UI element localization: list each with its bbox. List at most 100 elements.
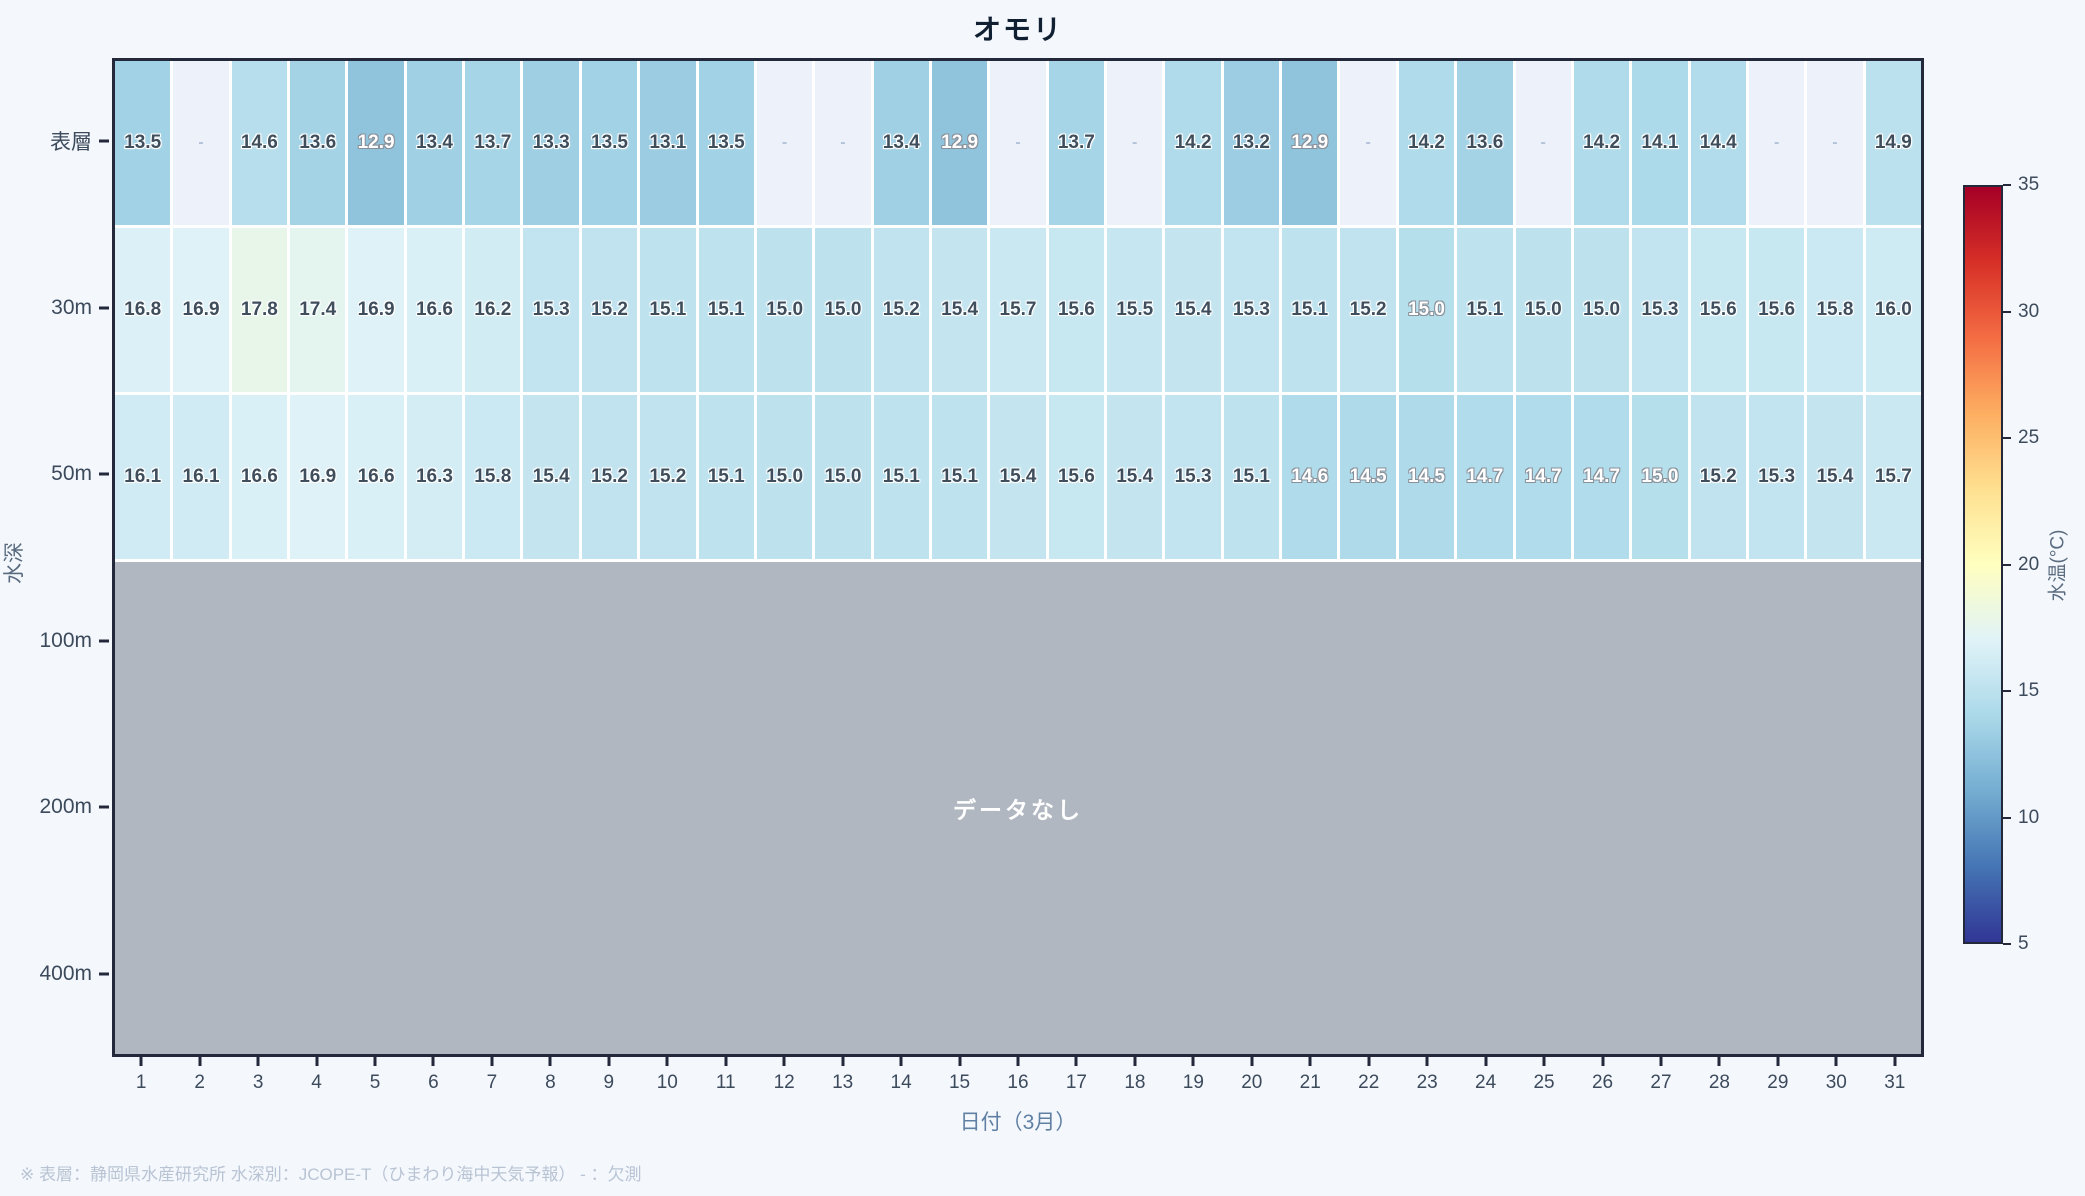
- heatmap-cell: 12.9: [1282, 61, 1338, 225]
- heatmap-cell: 15.2: [581, 395, 638, 559]
- heatmap-cell: 16.2: [465, 228, 521, 392]
- heatmap-cell: 15.1: [1282, 228, 1338, 392]
- colorbar: [1963, 185, 2003, 944]
- colorbar-tick-mark: [2003, 310, 2011, 313]
- heatmap-cell: 13.6: [290, 61, 346, 225]
- x-tick-mark: [1717, 1057, 1721, 1066]
- heatmap-cell: 15.2: [1690, 395, 1746, 559]
- x-tick-mark: [1074, 1057, 1078, 1066]
- y-tick-mark: [99, 639, 109, 643]
- x-tick-mark: [1016, 1057, 1020, 1066]
- heatmap-cell: -: [756, 61, 813, 225]
- x-tick-mark: [1601, 1057, 1605, 1066]
- x-tick-mark: [665, 1057, 669, 1066]
- heatmap-cell: 15.1: [1457, 228, 1513, 392]
- heatmap-cell: 17.8: [231, 228, 288, 392]
- x-tick-label: 21: [1299, 1072, 1321, 1093]
- colorbar-tick-label: 35: [2018, 174, 2040, 195]
- heatmap-cell: 13.5: [581, 61, 638, 225]
- x-tick-mark: [1893, 1057, 1897, 1066]
- heatmap-cell: 15.0: [1515, 228, 1571, 392]
- colorbar-tick-mark: [2003, 816, 2011, 819]
- heatmap-cell: 15.3: [523, 228, 579, 392]
- x-tick-mark: [373, 1057, 377, 1066]
- x-tick-label: 10: [656, 1072, 678, 1093]
- heatmap-cell: 15.6: [1048, 395, 1105, 559]
- heatmap-cell: 15.4: [523, 395, 579, 559]
- x-tick-label: 30: [1825, 1072, 1847, 1093]
- x-tick-label: 20: [1241, 1072, 1263, 1093]
- heatmap-cell: 13.6: [1457, 61, 1513, 225]
- x-tick-label: 28: [1708, 1072, 1730, 1093]
- heatmap-cell: 13.5: [698, 61, 754, 225]
- x-tick-label: 1: [135, 1072, 147, 1093]
- heatmap-cell: 14.1: [1632, 61, 1688, 225]
- x-tick-mark: [490, 1057, 494, 1066]
- colorbar-tick-mark: [2003, 184, 2011, 186]
- x-axis-title: 日付（3月）: [959, 1111, 1077, 1134]
- heatmap-cell: 15.6: [1048, 228, 1105, 392]
- x-tick-mark: [139, 1057, 143, 1066]
- heatmap-cell: 15.4: [990, 395, 1046, 559]
- heatmap-cell: 15.0: [1398, 228, 1455, 392]
- colorbar-tick-mark: [2003, 563, 2011, 566]
- x-tick-label: 3: [252, 1072, 264, 1093]
- heatmap-cell: 14.2: [1398, 61, 1455, 225]
- heatmap-cell: -: [173, 61, 229, 225]
- heatmap-cell: 15.1: [698, 395, 754, 559]
- y-tick-label: 400m: [39, 961, 92, 985]
- x-tick-mark: [607, 1057, 611, 1066]
- heatmap-cell: 14.6: [1282, 395, 1338, 559]
- heatmap-cell: 15.3: [1748, 395, 1805, 559]
- heatmap-cell: 15.1: [640, 228, 696, 392]
- x-tick-label: 2: [194, 1072, 205, 1093]
- heatmap-cell: 14.5: [1340, 395, 1396, 559]
- y-axis-title: 水深: [3, 542, 26, 584]
- chart-title: オモリ: [972, 14, 1063, 45]
- heatmap-cell: 15.1: [1223, 395, 1280, 559]
- x-tick-label: 16: [1007, 1072, 1029, 1093]
- x-tick-mark: [256, 1057, 260, 1066]
- heatmap-cell: 14.7: [1457, 395, 1513, 559]
- colorbar-title: 水温(°C): [2047, 529, 2069, 602]
- x-tick-label: 12: [773, 1072, 795, 1093]
- x-tick-mark: [1250, 1057, 1254, 1066]
- y-tick-mark: [99, 972, 109, 976]
- colorbar-tick-label: 15: [2018, 680, 2040, 701]
- heatmap-cell: 13.7: [1048, 61, 1105, 225]
- heatmap-cell: 14.7: [1515, 395, 1571, 559]
- heatmap-row-50m: 16.1 16.1 16.6 16.9 16.6 16.3 15.8 15.4 15.2 15.2…: [115, 395, 1921, 559]
- x-tick-label: 25: [1533, 1072, 1555, 1093]
- heatmap-cell: 14.4: [1690, 61, 1746, 225]
- x-tick-label: 23: [1416, 1072, 1438, 1093]
- x-tick-mark: [899, 1057, 903, 1066]
- heatmap-cell: 15.4: [931, 228, 988, 392]
- heatmap-cell: 16.6: [406, 228, 463, 392]
- heatmap-cell: 16.6: [348, 395, 404, 559]
- x-tick-label: 22: [1358, 1072, 1380, 1093]
- heatmap-cell: 15.5: [1107, 228, 1163, 392]
- heatmap-cell: 16.0: [1865, 228, 1921, 392]
- x-tick-label: 13: [832, 1072, 854, 1093]
- y-tick-label: 表層: [50, 131, 92, 155]
- x-tick-mark: [1659, 1057, 1663, 1066]
- heatmap-cell: 13.7: [465, 61, 521, 225]
- heatmap-cell: 16.9: [348, 228, 404, 392]
- x-tick-mark: [958, 1057, 962, 1066]
- y-tick-label: 200m: [39, 795, 92, 819]
- heatmap-cell: -: [1515, 61, 1571, 225]
- heatmap-cell: 16.6: [231, 395, 288, 559]
- heatmap-row-30m: 16.8 16.9 17.8 17.4 16.9 16.6 16.2 15.3 15.2 15.1…: [115, 228, 1921, 392]
- heatmap-cell: 16.9: [173, 228, 229, 392]
- heatmap-cell: 15.3: [1632, 228, 1688, 392]
- x-tick-mark: [1776, 1057, 1780, 1066]
- heatmap-cell: 14.6: [231, 61, 288, 225]
- x-tick-label: 6: [428, 1072, 439, 1093]
- heatmap-cell: 15.6: [1748, 228, 1805, 392]
- x-tick-mark: [1133, 1057, 1137, 1066]
- colorbar-tick-mark: [2003, 437, 2011, 439]
- heatmap-cell: 15.3: [1223, 228, 1280, 392]
- y-tick-label: 50m: [51, 462, 92, 486]
- x-tick-mark: [724, 1057, 728, 1066]
